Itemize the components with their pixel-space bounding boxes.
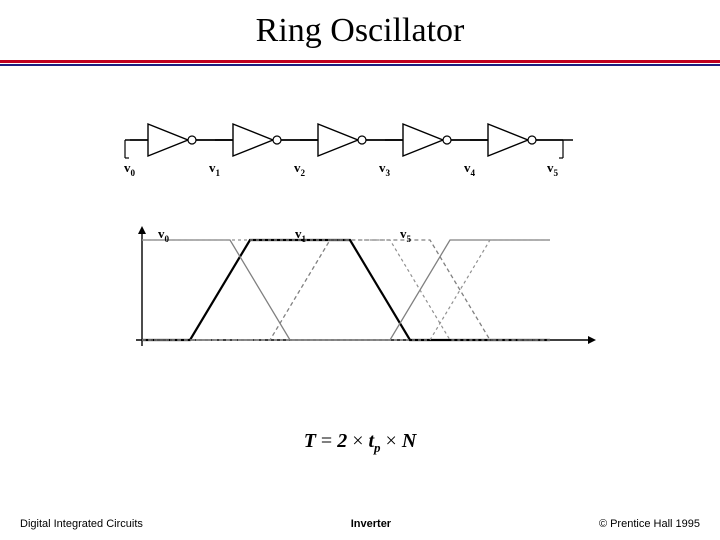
formula-tsub: p xyxy=(374,440,381,455)
figure-svg: v0 v1 v2 v3 v4 v5 v0 v1 v5 xyxy=(100,110,600,400)
title-divider xyxy=(0,60,720,66)
figure-area: v0 v1 v2 v3 v4 v5 v0 v1 v5 xyxy=(100,110,600,400)
divider-top xyxy=(0,60,720,63)
svg-text:v1: v1 xyxy=(209,160,221,178)
divider-bottom xyxy=(0,64,720,66)
footer-left: Digital Integrated Circuits xyxy=(20,518,143,530)
formula-times-1: × xyxy=(352,430,363,452)
footer: Digital Integrated Circuits Inverter © P… xyxy=(0,518,720,530)
svg-text:v3: v3 xyxy=(379,160,391,178)
formula-N: N xyxy=(402,430,416,452)
formula-T: T xyxy=(304,430,316,452)
svg-text:v4: v4 xyxy=(464,160,476,178)
formula-2: 2 xyxy=(337,430,347,452)
formula-times-2: × xyxy=(386,430,397,452)
period-formula: T = 2 × tp × N xyxy=(0,430,720,456)
svg-text:v1: v1 xyxy=(295,226,307,244)
svg-text:v0: v0 xyxy=(158,226,170,244)
footer-right: © Prentice Hall 1995 xyxy=(599,518,700,530)
svg-text:v5: v5 xyxy=(547,160,559,178)
svg-text:v5: v5 xyxy=(400,226,412,244)
footer-center: Inverter xyxy=(351,518,391,530)
formula-eq: = xyxy=(321,430,332,452)
svg-text:v0: v0 xyxy=(124,160,136,178)
slide-title: Ring Oscillator xyxy=(0,0,720,60)
svg-text:v2: v2 xyxy=(294,160,306,178)
